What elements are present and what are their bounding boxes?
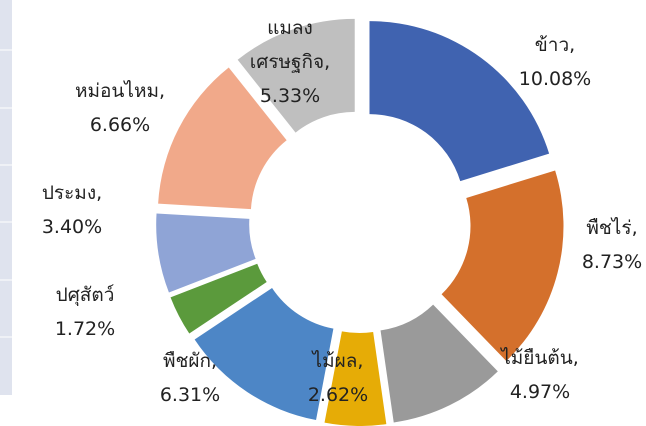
category-label: แมลง เศรษฐกิจ, — [249, 17, 331, 73]
donut-segment — [194, 287, 334, 421]
value-label: 1.72% — [54, 318, 116, 340]
data-label: แมลง เศรษฐกิจ, 5.33% — [250, 11, 330, 113]
data-label: หม่อนไหม, 6.66% — [75, 74, 165, 142]
category-label: ข้าว, — [534, 34, 576, 56]
data-label: ปศุสัตว์ 1.72% — [55, 278, 115, 346]
category-label: ปศุสัตว์ — [55, 284, 115, 306]
value-label: 6.31% — [159, 384, 221, 406]
donut-segment — [380, 304, 498, 423]
donut-segment — [324, 331, 387, 426]
value-label: 6.66% — [89, 114, 151, 136]
donut-segment — [170, 263, 267, 334]
data-label: ไม้ผล, 2.62% — [308, 344, 368, 412]
donut-segment — [158, 67, 287, 210]
category-label: ประมง, — [41, 182, 103, 204]
value-label: 2.62% — [307, 384, 369, 406]
donut-segment — [369, 21, 550, 182]
category-label: พืชผัก, — [162, 350, 218, 372]
value-label: 4.97% — [509, 381, 571, 403]
data-label: พืชไร่, 8.73% — [582, 211, 642, 279]
data-label: ไม้ยืนต้น, 4.97% — [501, 341, 579, 409]
category-label: พืชไร่, — [586, 217, 638, 239]
category-label: ไม้ผล, — [312, 350, 364, 372]
data-label: ข้าว, 10.08% — [519, 28, 591, 96]
donut-segment — [237, 18, 355, 133]
donut-segment — [156, 213, 256, 293]
data-label: พืชผัก, 6.31% — [160, 344, 220, 412]
value-label: 10.08% — [518, 68, 592, 90]
category-label: ไม้ยืนต้น, — [501, 347, 579, 369]
value-label: 8.73% — [581, 251, 643, 273]
value-label: 5.33% — [259, 85, 321, 107]
donut-segment — [441, 170, 564, 362]
value-label: 3.40% — [41, 216, 103, 238]
side-strip — [0, 0, 12, 395]
category-label: หม่อนไหม, — [74, 80, 166, 102]
data-label: ประมง, 3.40% — [42, 176, 102, 244]
